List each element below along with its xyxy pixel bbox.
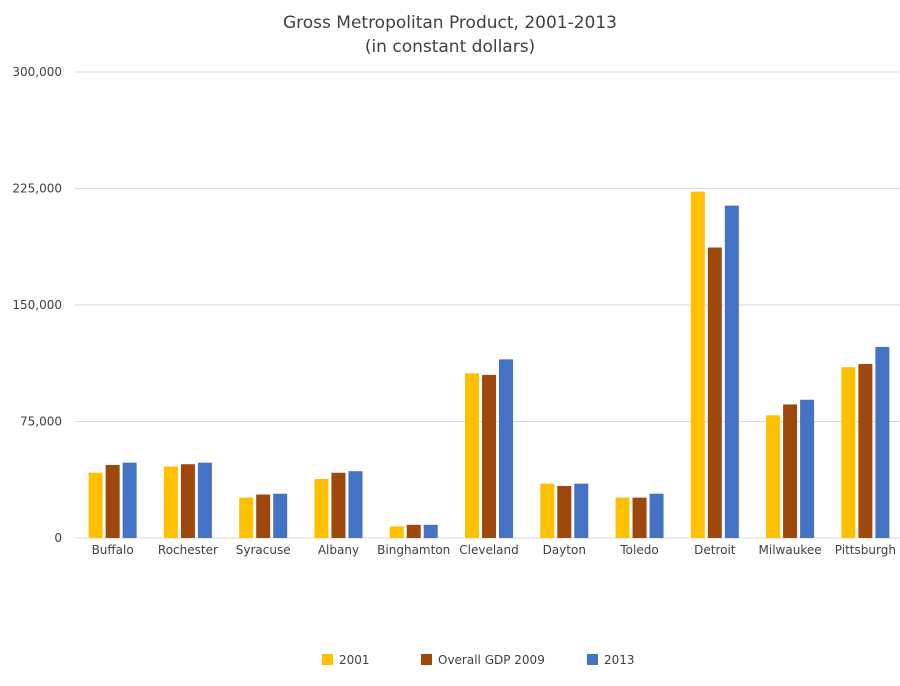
x-category-label: Dayton (543, 543, 586, 557)
bar (348, 471, 363, 538)
x-category-label: Toledo (619, 543, 658, 557)
legend-swatch (322, 654, 333, 665)
x-category-label: Buffalo (92, 543, 134, 557)
chart-title: Gross Metropolitan Product, 2001-2013 (282, 13, 618, 33)
bar (105, 464, 120, 538)
x-category-label: Pittsburgh (835, 543, 896, 557)
bar (690, 191, 705, 538)
bar (649, 493, 664, 538)
bar (465, 373, 479, 538)
bar (423, 524, 438, 538)
y-tick-label: 0 (54, 531, 62, 545)
legend-label: 2013 (604, 653, 635, 667)
x-category-label: Albany (318, 543, 359, 557)
x-category-label: Syracuse (236, 543, 291, 557)
bar (88, 472, 103, 538)
bar (389, 526, 404, 538)
bar (499, 359, 513, 538)
bar (574, 483, 589, 538)
bar (783, 404, 798, 538)
bar (273, 493, 288, 538)
bar (482, 374, 496, 538)
x-category-label: Cleveland (459, 543, 519, 557)
y-tick-label: 300,000 (12, 65, 62, 79)
x-category-label: Detroit (694, 543, 736, 557)
legend-swatch (587, 654, 598, 665)
legend-label: 2001 (339, 653, 370, 667)
bar (766, 415, 781, 538)
bar (314, 478, 329, 538)
bar (122, 462, 137, 538)
bar (239, 497, 254, 538)
bar (858, 364, 873, 538)
y-tick-label: 150,000 (12, 298, 62, 312)
bar (163, 466, 178, 538)
legend-swatch (421, 654, 432, 665)
bar (632, 497, 647, 538)
y-tick-label: 75,000 (20, 415, 62, 429)
legend-label: Overall GDP 2009 (438, 653, 545, 667)
bar (707, 247, 722, 538)
x-category-label: Milwaukee (759, 543, 822, 557)
bar (406, 524, 421, 538)
bar (875, 346, 890, 538)
bar (615, 497, 630, 538)
bar (256, 494, 271, 538)
bar (800, 399, 815, 538)
bar (197, 462, 212, 538)
x-category-label: Binghamton (377, 543, 450, 557)
bar (540, 483, 555, 538)
chart-subtitle: (in constant dollars) (364, 37, 536, 57)
bar (180, 464, 195, 538)
bar (841, 367, 856, 538)
bar (557, 485, 572, 538)
bar (724, 205, 739, 538)
y-tick-label: 225,000 (12, 182, 62, 196)
bar (331, 472, 346, 538)
x-category-label: Rochester (158, 543, 218, 557)
